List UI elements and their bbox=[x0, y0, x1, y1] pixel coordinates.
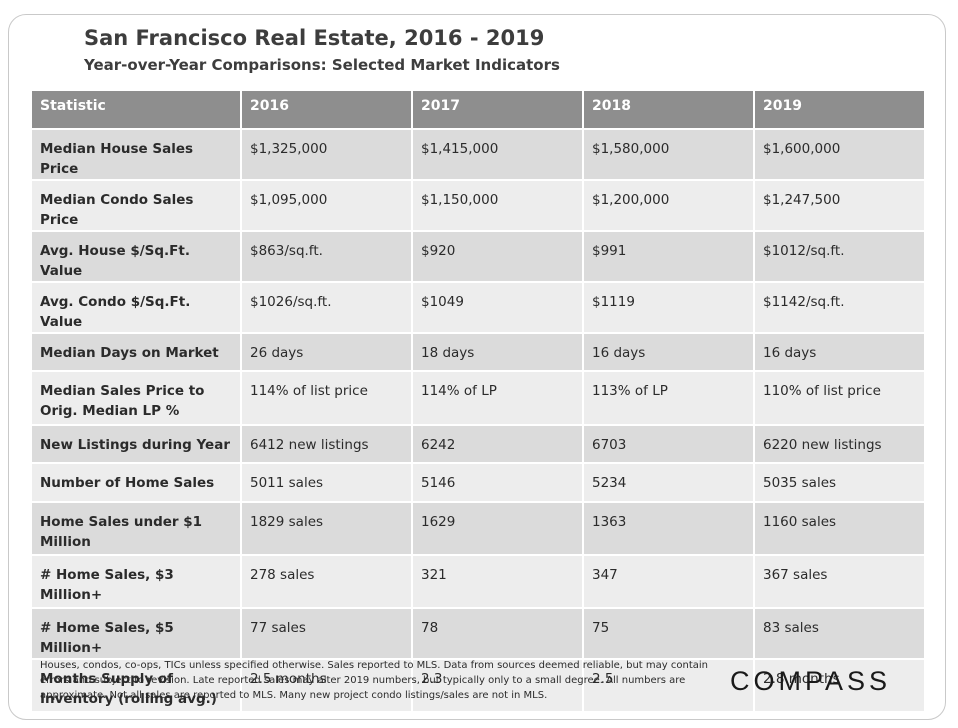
statistic-label: Months Supply of Inventory (rolling avg.… bbox=[32, 660, 240, 711]
table-row: New Listings during Year 6412 new listing… bbox=[32, 426, 924, 462]
header-2016: 2016 bbox=[242, 91, 411, 128]
value-cell-2016: 6412 new listings bbox=[242, 426, 411, 462]
value-cell-2019: $1012/sq.ft. bbox=[755, 232, 924, 281]
value-cell-2017: $1049 bbox=[413, 283, 582, 332]
table-row: Median Days on Market 26 days 18 days 16 da… bbox=[32, 334, 924, 370]
value-cell-2016: $1,325,000 bbox=[242, 130, 411, 179]
statistic-label: # Home Sales, $5 Million+ bbox=[32, 609, 240, 658]
value-cell-2018: 1363 bbox=[584, 503, 753, 554]
statistic-label: New Listings during Year bbox=[32, 426, 240, 462]
value-cell-2017: 18 days bbox=[413, 334, 582, 370]
value-cell-2018: $1,580,000 bbox=[584, 130, 753, 179]
table-row: Number of Home Sales 5011 sales 5146 5234 50… bbox=[32, 464, 924, 501]
value-cell-2019: $1,247,500 bbox=[755, 181, 924, 230]
value-cell-2019: 5035 sales bbox=[755, 464, 924, 501]
value-cell-2016: 278 sales bbox=[242, 556, 411, 607]
value-cell-2018: 75 bbox=[584, 609, 753, 658]
table-row: Home Sales under $1 Million 1829 sales 162… bbox=[32, 503, 924, 554]
value-cell-2019: 2.8 months bbox=[755, 660, 924, 711]
statistic-label: Home Sales under $1 Million bbox=[32, 503, 240, 554]
header-2018: 2018 bbox=[584, 91, 753, 128]
value-cell-2018: 2.5 bbox=[584, 660, 753, 711]
value-cell-2017: 2.3 bbox=[413, 660, 582, 711]
chart-subtitle: Year-over-Year Comparisons: Selected Mar… bbox=[84, 56, 560, 74]
value-cell-2016: 77 sales bbox=[242, 609, 411, 658]
value-cell-2016: $1,095,000 bbox=[242, 181, 411, 230]
value-cell-2019: 110% of list price bbox=[755, 372, 924, 424]
value-cell-2017: $1,150,000 bbox=[413, 181, 582, 230]
value-cell-2017: $920 bbox=[413, 232, 582, 281]
value-cell-2017: $1,415,000 bbox=[413, 130, 582, 179]
statistic-label: Avg. Condo $/Sq.Ft. Value bbox=[32, 283, 240, 332]
value-cell-2016: $863/sq.ft. bbox=[242, 232, 411, 281]
value-cell-2017: 78 bbox=[413, 609, 582, 658]
value-cell-2018: 6703 bbox=[584, 426, 753, 462]
table-row: Median Sales Price to Orig. Median LP % 1… bbox=[32, 372, 924, 424]
value-cell-2017: 5146 bbox=[413, 464, 582, 501]
value-cell-2019: 1160 sales bbox=[755, 503, 924, 554]
value-cell-2019: $1142/sq.ft. bbox=[755, 283, 924, 332]
value-cell-2019: 6220 new listings bbox=[755, 426, 924, 462]
header-statistic: Statistic bbox=[32, 91, 240, 128]
value-cell-2019: 367 sales bbox=[755, 556, 924, 607]
value-cell-2018: 347 bbox=[584, 556, 753, 607]
value-cell-2019: $1,600,000 bbox=[755, 130, 924, 179]
stats-table: Statistic 2016 2017 2018 2019 Median Hou… bbox=[30, 89, 926, 713]
table-row: # Home Sales, $3 Million+ 278 sales 321 347… bbox=[32, 556, 924, 607]
table-row: Months Supply of Inventory (rolling avg.… bbox=[32, 660, 924, 711]
table-row: # Home Sales, $5 Million+ 77 sales 78 75 83 … bbox=[32, 609, 924, 658]
statistic-label: # Home Sales, $3 Million+ bbox=[32, 556, 240, 607]
value-cell-2016: 2.5 months bbox=[242, 660, 411, 711]
value-cell-2016: 1829 sales bbox=[242, 503, 411, 554]
table-row: Median Condo Sales Price $1,095,000 $1,150… bbox=[32, 181, 924, 230]
statistic-label: Number of Home Sales bbox=[32, 464, 240, 501]
chart-title: San Francisco Real Estate, 2016 - 2019 bbox=[84, 26, 545, 50]
header-2019: 2019 bbox=[755, 91, 924, 128]
value-cell-2017: 6242 bbox=[413, 426, 582, 462]
value-cell-2019: 83 sales bbox=[755, 609, 924, 658]
value-cell-2017: 1629 bbox=[413, 503, 582, 554]
value-cell-2018: $991 bbox=[584, 232, 753, 281]
table-row: Avg. House $/Sq.Ft. Value $863/sq.ft. $920… bbox=[32, 232, 924, 281]
value-cell-2019: 16 days bbox=[755, 334, 924, 370]
table-row: Median House Sales Price $1,325,000 $1,415… bbox=[32, 130, 924, 179]
table-row: Avg. Condo $/Sq.Ft. Value $1026/sq.ft. $10… bbox=[32, 283, 924, 332]
value-cell-2017: 114% of LP bbox=[413, 372, 582, 424]
value-cell-2018: $1,200,000 bbox=[584, 181, 753, 230]
value-cell-2016: 5011 sales bbox=[242, 464, 411, 501]
value-cell-2016: 26 days bbox=[242, 334, 411, 370]
value-cell-2018: 16 days bbox=[584, 334, 753, 370]
statistic-label: Median Days on Market bbox=[32, 334, 240, 370]
statistic-label: Median House Sales Price bbox=[32, 130, 240, 179]
header-row: Statistic 2016 2017 2018 2019 bbox=[32, 91, 924, 128]
compass-logo: COMPASS bbox=[730, 666, 892, 696]
value-cell-2016: 114% of list price bbox=[242, 372, 411, 424]
statistic-label: Avg. House $/Sq.Ft. Value bbox=[32, 232, 240, 281]
footnote: Houses, condos, co-ops, TICs unless spec… bbox=[40, 660, 708, 701]
statistic-label: Median Sales Price to Orig. Median LP % bbox=[32, 372, 240, 424]
value-cell-2018: $1119 bbox=[584, 283, 753, 332]
value-cell-2018: 5234 bbox=[584, 464, 753, 501]
value-cell-2016: $1026/sq.ft. bbox=[242, 283, 411, 332]
value-cell-2018: 113% of LP bbox=[584, 372, 753, 424]
statistic-label: Median Condo Sales Price bbox=[32, 181, 240, 230]
header-2017: 2017 bbox=[413, 91, 582, 128]
value-cell-2017: 321 bbox=[413, 556, 582, 607]
